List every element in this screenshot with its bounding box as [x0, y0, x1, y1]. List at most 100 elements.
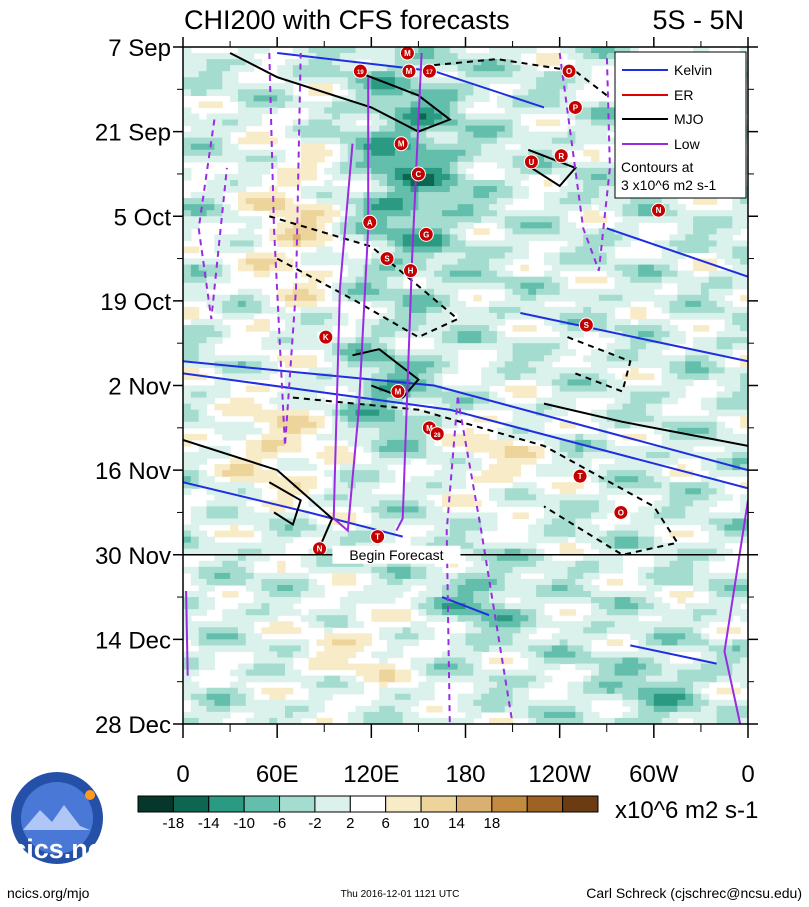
anomaly-cell	[308, 566, 318, 574]
anomaly-cell	[285, 397, 294, 405]
anomaly-cell	[277, 433, 286, 441]
anomaly-cell	[394, 397, 404, 405]
anomaly-cell	[379, 186, 388, 193]
anomaly-cell	[708, 439, 718, 447]
anomaly-cell	[449, 210, 459, 217]
anomaly-cell	[575, 161, 584, 169]
anomaly-cell	[638, 343, 647, 350]
anomaly-cell	[198, 518, 208, 526]
anomaly-cell	[449, 47, 459, 54]
anomaly-cell	[277, 312, 286, 320]
anomaly-cell	[363, 343, 372, 350]
anomaly-cell	[339, 216, 349, 223]
anomaly-cell	[598, 204, 608, 211]
anomaly-cell	[543, 149, 553, 157]
anomaly-cell	[724, 312, 733, 320]
anomaly-cell	[292, 409, 302, 417]
anomaly-cell	[732, 210, 741, 217]
anomaly-cell	[708, 276, 718, 284]
anomaly-cell	[708, 198, 718, 205]
anomaly-cell	[371, 349, 380, 356]
anomaly-cell	[230, 542, 239, 550]
anomaly-cell	[285, 95, 294, 103]
anomaly-cell	[347, 518, 357, 526]
anomaly-cell	[355, 137, 365, 145]
anomaly-cell	[441, 83, 451, 90]
anomaly-cell	[622, 373, 631, 381]
anomaly-cell	[536, 530, 545, 538]
anomaly-cell	[677, 482, 686, 489]
anomaly-cell	[504, 451, 514, 459]
anomaly-cell	[253, 470, 263, 477]
anomaly-cell	[489, 415, 498, 423]
anomaly-cell	[300, 71, 310, 78]
anomaly-cell	[583, 367, 592, 375]
anomaly-cell	[347, 137, 357, 145]
anomaly-cell	[661, 451, 671, 459]
anomaly-cell	[543, 276, 553, 284]
anomaly-cell	[740, 397, 748, 405]
anomaly-cell	[245, 572, 255, 580]
anomaly-cell	[371, 179, 380, 187]
anomaly-cell	[410, 47, 420, 54]
anomaly-cell	[198, 83, 208, 90]
anomaly-cell	[489, 264, 498, 272]
anomaly-cell	[661, 445, 671, 453]
anomaly-cell	[685, 361, 694, 368]
anomaly-cell	[504, 270, 514, 278]
anomaly-cell	[551, 512, 561, 520]
anomaly-cell	[645, 361, 655, 368]
anomaly-cell	[457, 397, 467, 405]
anomaly-cell	[222, 312, 231, 320]
anomaly-cell	[379, 312, 388, 320]
anomaly-cell	[410, 89, 420, 96]
anomaly-cell	[285, 101, 294, 109]
anomaly-cell	[230, 506, 239, 514]
anomaly-cell	[583, 288, 592, 296]
anomaly-cell	[379, 578, 388, 586]
anomaly-cell	[457, 337, 467, 344]
anomaly-cell	[512, 325, 522, 332]
anomaly-cell	[394, 367, 404, 375]
anomaly-cell	[520, 300, 529, 308]
anomaly-cell	[339, 319, 349, 326]
anomaly-cell	[551, 71, 561, 78]
anomaly-cell	[653, 566, 663, 574]
anomaly-cell	[269, 161, 278, 169]
anomaly-cell	[394, 572, 404, 580]
anomaly-cell	[669, 216, 678, 223]
anomaly-cell	[441, 89, 451, 96]
anomaly-cell	[237, 300, 247, 308]
anomaly-cell	[520, 83, 529, 90]
anomaly-cell	[645, 421, 655, 429]
anomaly-cell	[363, 379, 372, 387]
anomaly-cell	[693, 361, 702, 368]
anomaly-cell	[575, 77, 584, 84]
anomaly-cell	[661, 433, 671, 441]
anomaly-cell	[622, 361, 631, 368]
anomaly-cell	[237, 83, 247, 90]
anomaly-cell	[645, 572, 655, 580]
anomaly-cell	[214, 530, 223, 538]
anomaly-cell	[245, 566, 255, 574]
anomaly-cell	[543, 464, 553, 471]
anomaly-cell	[394, 155, 404, 163]
anomaly-cell	[700, 542, 710, 550]
anomaly-cell	[591, 349, 600, 356]
anomaly-cell	[449, 119, 459, 127]
anomaly-cell	[481, 439, 490, 447]
anomaly-cell	[332, 258, 341, 266]
anomaly-cell	[504, 566, 514, 574]
anomaly-cell	[630, 331, 639, 338]
anomaly-cell	[449, 264, 459, 272]
anomaly-cell	[489, 143, 498, 151]
anomaly-cell	[363, 47, 372, 54]
anomaly-cell	[504, 161, 514, 169]
anomaly-cell	[591, 53, 600, 60]
anomaly-cell	[591, 361, 600, 368]
anomaly-cell	[387, 451, 396, 459]
anomaly-cell	[347, 385, 357, 393]
anomaly-cell	[465, 566, 474, 574]
anomaly-cell	[332, 107, 341, 115]
anomaly-cell	[622, 276, 631, 284]
